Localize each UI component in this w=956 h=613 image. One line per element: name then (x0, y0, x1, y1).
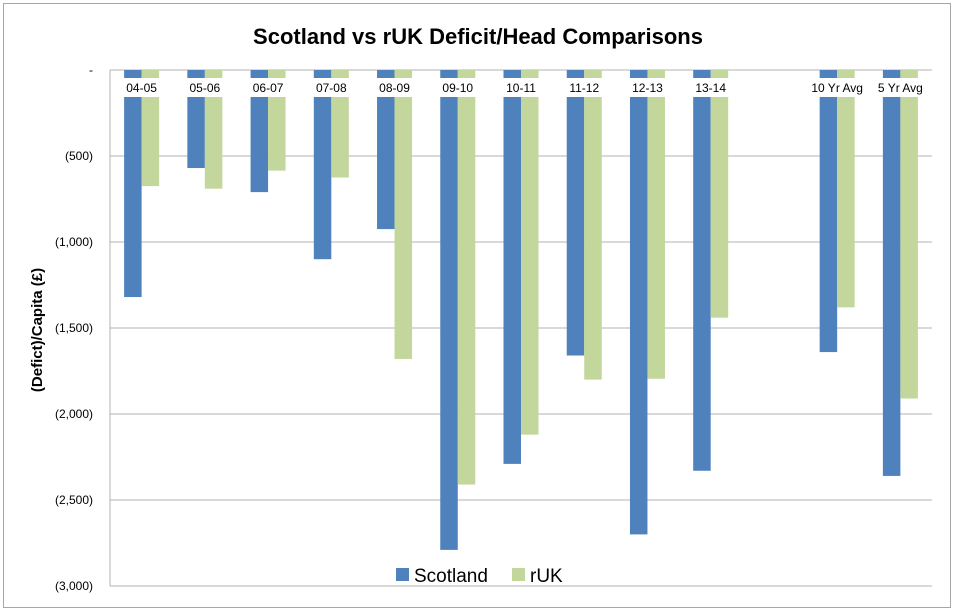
category-label-box (803, 78, 871, 97)
bar-scotland-09-10 (440, 70, 458, 550)
category-label: 08-09 (379, 81, 410, 95)
bar-ruk-10-yr-avg (837, 70, 855, 308)
bar-scotland-04-05 (124, 70, 142, 298)
chart-frame (3, 3, 951, 608)
bar-ruk-13-14 (710, 70, 729, 318)
bar-ruk-11-12 (584, 70, 602, 380)
bar-scotland-10-yr-avg (819, 70, 838, 353)
category-label-box (310, 78, 352, 97)
bar-ruk-5-yr-avg (900, 70, 918, 399)
y-tick-label: (3,000) (55, 579, 93, 593)
bar-ruk-10-11 (521, 70, 539, 435)
bar-scotland-12-13 (629, 70, 648, 535)
y-tick-label: (1,000) (55, 235, 93, 249)
chart-title: Scotland vs rUK Deficit/Head Comparisons (253, 24, 703, 49)
bar-ruk-04-05 (141, 70, 160, 187)
legend: Scotland rUK (396, 566, 563, 587)
y-tick-labels: - (500) (1,000) (1,500) (2,000) (2,500) (3,000… (55, 63, 93, 593)
bar-scotland-08-09 (377, 70, 395, 230)
category-labels: 04-05 05-06 06-07 07-08 08-09 09-10 10-11 11-12… (121, 78, 931, 97)
category-label-box (121, 78, 163, 97)
bar-ruk-08-09 (394, 70, 413, 359)
category-label-box (184, 78, 226, 97)
category-label-box (869, 78, 931, 97)
y-tick-label: (2,000) (55, 407, 93, 421)
y-tick-label: (500) (65, 149, 93, 163)
category-label-box (563, 78, 605, 97)
bar-ruk-12-13 (647, 70, 665, 379)
category-label-box (247, 78, 289, 97)
category-label-box (437, 78, 479, 97)
category-label: 07-08 (316, 81, 347, 95)
y-tick-label: (1,500) (55, 321, 93, 335)
category-label-box (690, 78, 732, 97)
legend-label-ruk: rUK (530, 566, 563, 587)
category-label: 09-10 (442, 81, 473, 95)
bar-scotland-06-07 (250, 70, 269, 193)
y-axis-label: (Defict)/Capita (£) (29, 268, 46, 392)
bar-scotland-10-11 (503, 70, 521, 464)
bar-scotland-11-12 (566, 70, 585, 356)
category-label: 10-11 (506, 81, 536, 95)
category-label-box (374, 78, 416, 97)
y-tick-label: - (89, 63, 93, 77)
category-label: 06-07 (253, 81, 284, 95)
bar-scotland-07-08 (313, 70, 332, 260)
legend-label-scotland: Scotland (414, 566, 488, 587)
category-label-box (500, 78, 542, 97)
category-label: 11-12 (569, 81, 599, 95)
legend-swatch-ruk (512, 568, 525, 581)
category-label: 12-13 (632, 81, 663, 95)
bar-ruk-09-10 (457, 70, 476, 485)
bar-scotland-13-14 (693, 70, 711, 471)
bar-scotland-5-yr-avg (882, 70, 901, 476)
category-label: 5 Yr Avg (878, 81, 923, 95)
bars (124, 70, 918, 550)
bar-ruk-05-06 (204, 70, 223, 189)
category-label: 13-14 (695, 81, 726, 95)
category-label: 10 Yr Avg (811, 81, 863, 95)
y-tick-label: (2,500) (55, 493, 93, 507)
category-label: 05-06 (189, 81, 220, 95)
category-label: 04-05 (126, 81, 157, 95)
category-label-box (626, 78, 668, 97)
legend-swatch-scotland (396, 568, 409, 581)
